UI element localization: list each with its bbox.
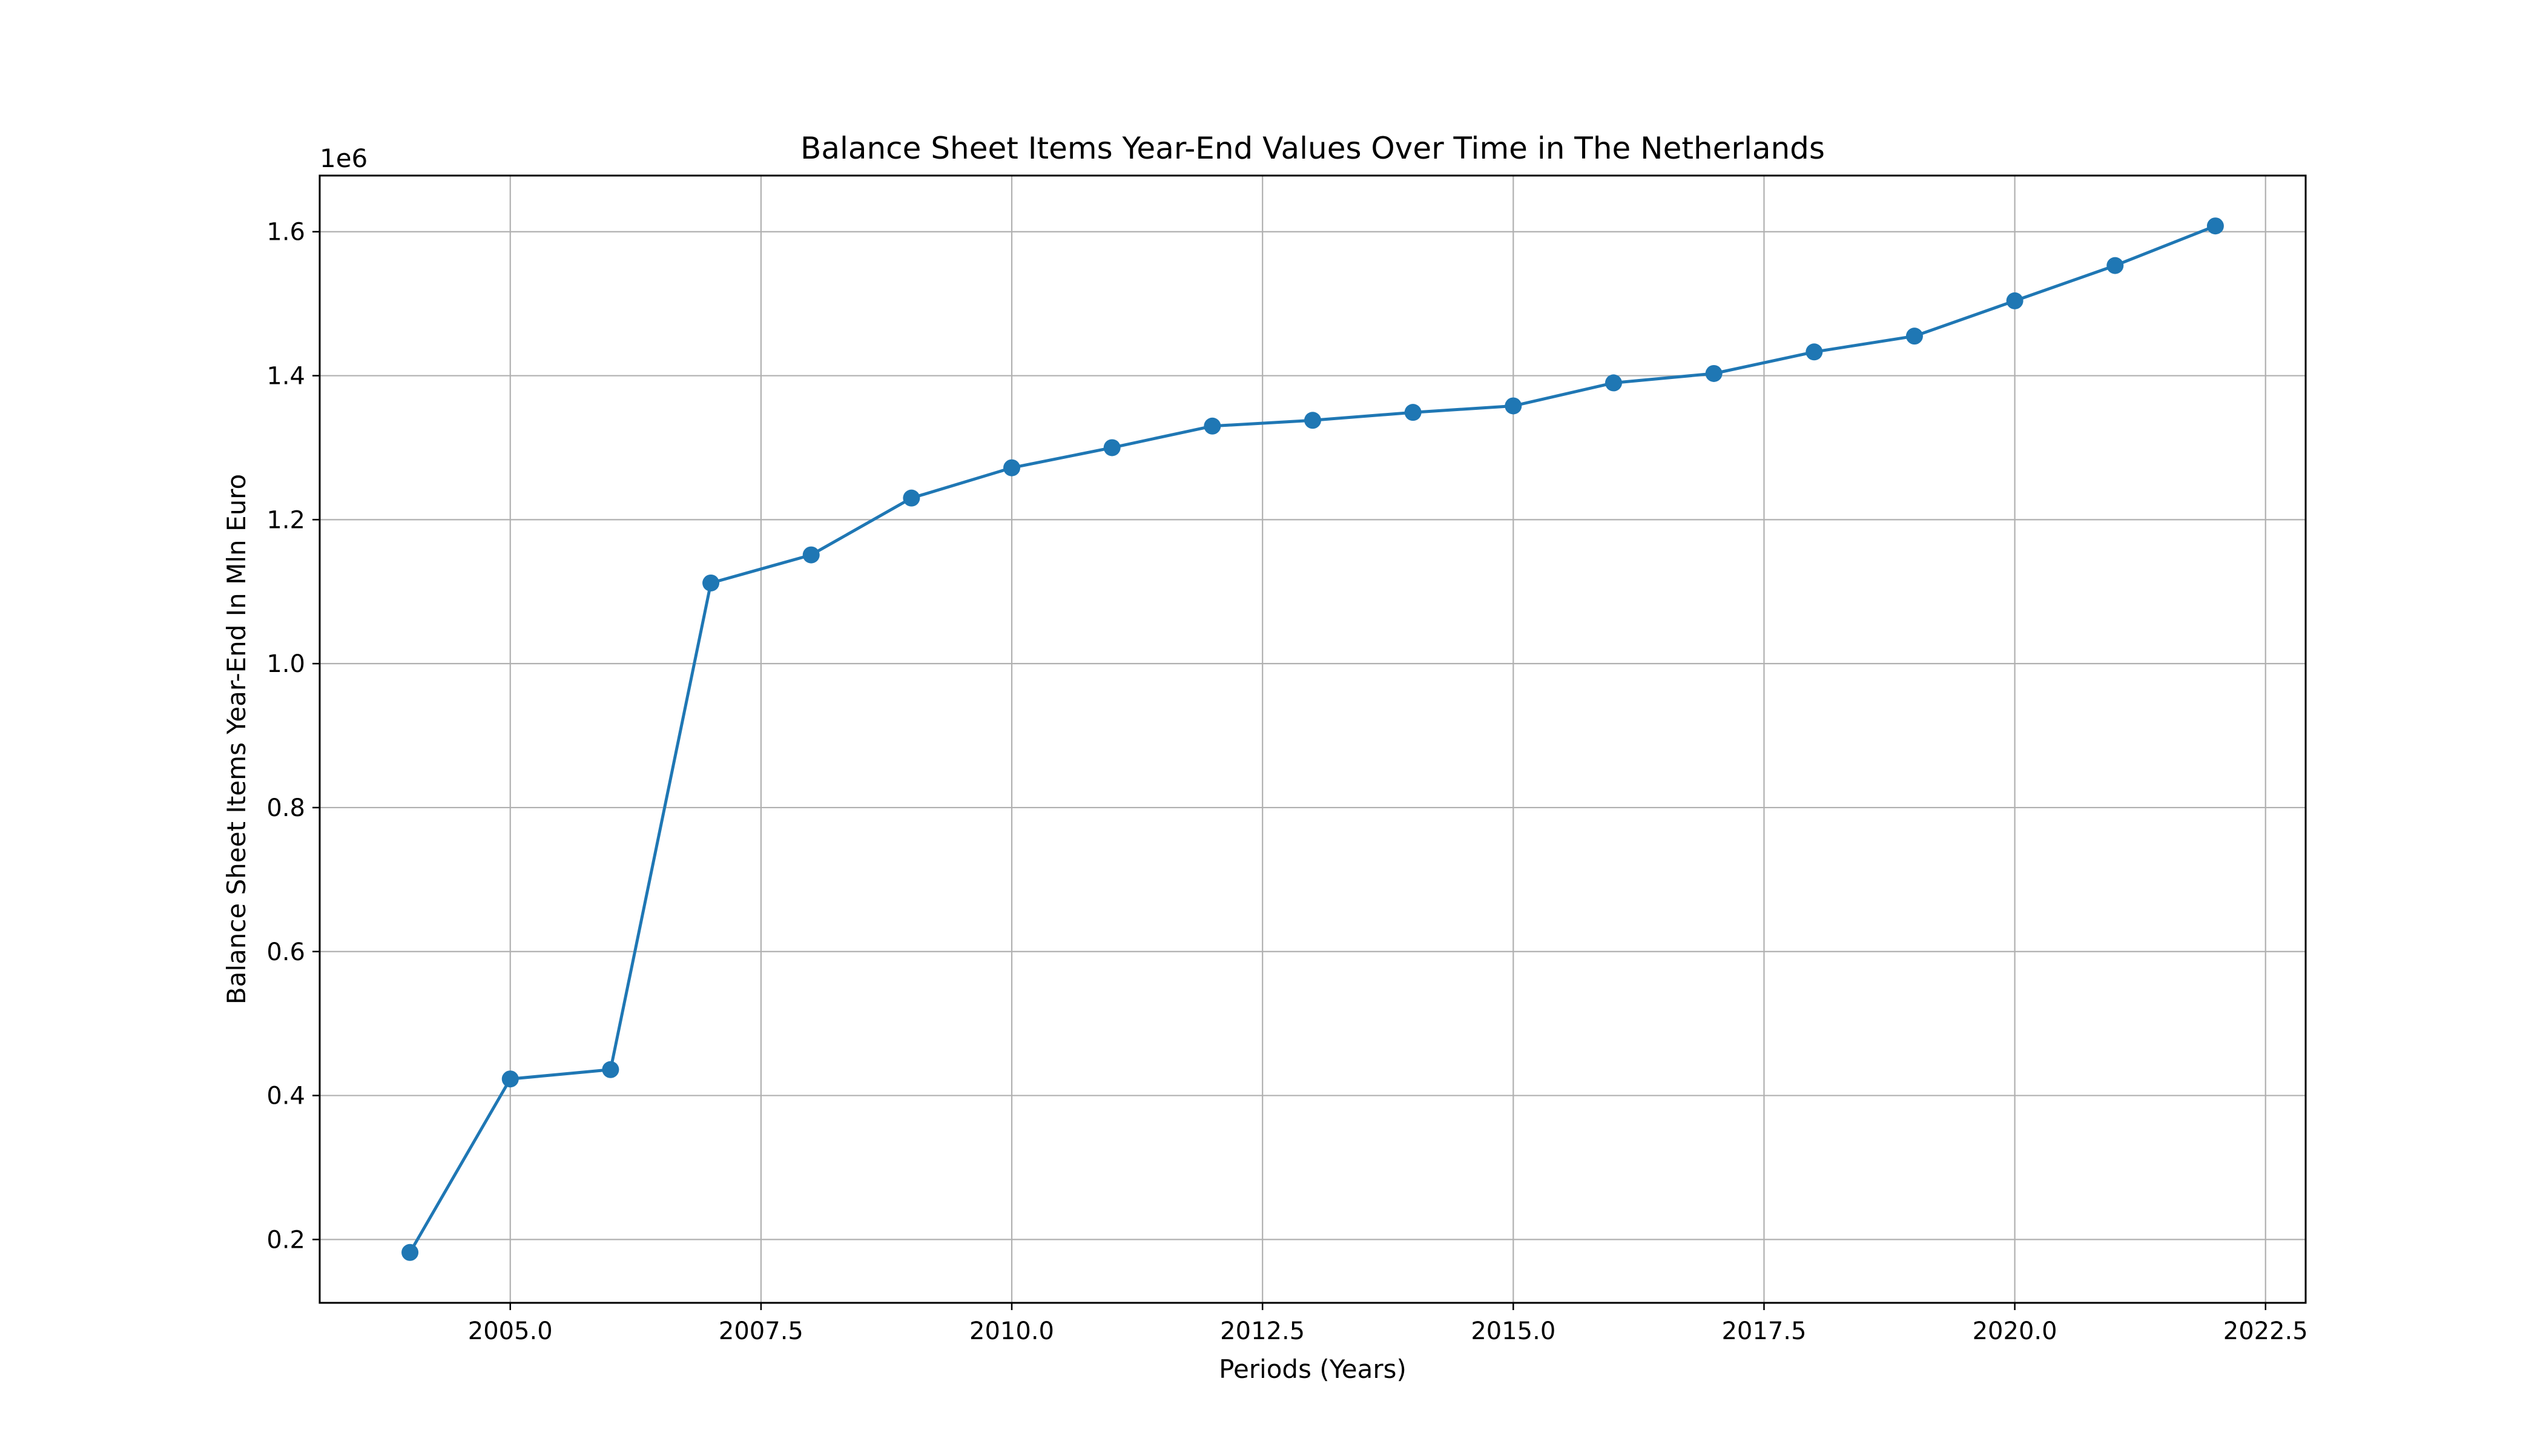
data-point: [602, 1061, 619, 1078]
data-point: [1806, 343, 1823, 361]
y-tick-label: 0.2: [266, 1226, 305, 1254]
data-point: [702, 574, 720, 591]
x-tick-label: 2010.0: [969, 1317, 1054, 1345]
x-axis-ticks: 2005.0 2007.5 2010.0 2012.5 2015.0 2017.5 2020…: [468, 1303, 2308, 1345]
y-tick-label: 1.2: [266, 506, 305, 534]
x-tick-label: 2022.5: [2223, 1317, 2308, 1345]
chart-title: Balance Sheet Items Year-End Values Over…: [800, 131, 1825, 166]
data-point: [1505, 397, 1522, 415]
data-point: [1404, 404, 1422, 421]
data-point: [903, 489, 920, 507]
y-axis-offset-label: 1e6: [320, 143, 368, 173]
x-tick-label: 2007.5: [719, 1317, 803, 1345]
data-point: [1204, 417, 1221, 435]
data-point: [501, 1070, 519, 1088]
x-tick-label: 2015.0: [1471, 1317, 1555, 1345]
data-point: [401, 1244, 419, 1261]
x-tick-label: 2020.0: [1973, 1317, 2057, 1345]
y-tick-label: 0.8: [266, 794, 305, 822]
data-point: [2006, 292, 2024, 309]
y-axis-ticks: 0.2 0.4 0.6 0.8 1.0 1.2 1.4 1.6: [266, 219, 320, 1254]
data-point: [1905, 328, 1923, 345]
x-tick-label: 2005.0: [468, 1317, 553, 1345]
series-layer: [401, 217, 2224, 1261]
data-point: [1103, 439, 1121, 456]
data-point: [1705, 364, 1723, 382]
y-tick-label: 0.6: [266, 938, 305, 966]
x-tick-label: 2017.5: [1721, 1317, 1806, 1345]
data-point: [1304, 412, 1321, 429]
plot-area-frame: [318, 174, 2307, 1304]
y-tick-label: 1.4: [266, 363, 305, 390]
y-tick-label: 1.0: [266, 650, 305, 678]
data-point: [802, 546, 820, 564]
y-tick-label: 1.6: [266, 219, 305, 246]
data-point: [2106, 257, 2124, 274]
data-point: [1605, 374, 1622, 392]
y-tick-label: 0.4: [266, 1082, 305, 1110]
y-axis-label: Balance Sheet Items Year-End In Mln Euro: [222, 474, 251, 1004]
data-point: [1003, 459, 1021, 476]
x-axis-label: Periods (Years): [1219, 1354, 1407, 1384]
data-point: [2206, 217, 2224, 235]
x-tick-label: 2012.5: [1220, 1317, 1305, 1345]
